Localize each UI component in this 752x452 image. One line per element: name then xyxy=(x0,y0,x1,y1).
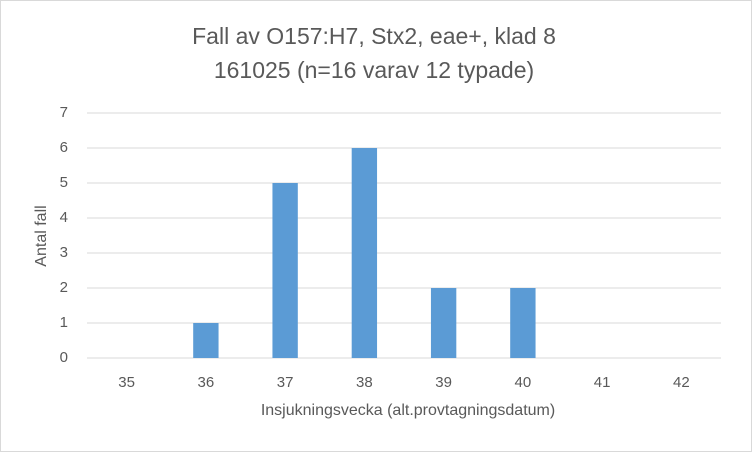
x-tick-label: 36 xyxy=(198,374,215,391)
x-tick-label: 35 xyxy=(118,374,135,391)
x-tick-label: 42 xyxy=(673,374,690,391)
y-tick-label: 4 xyxy=(60,209,68,226)
x-tick-label: 40 xyxy=(515,374,532,391)
x-tick-label: 37 xyxy=(277,374,294,391)
bar xyxy=(510,288,536,358)
bar xyxy=(193,323,219,358)
x-tick-label: 41 xyxy=(594,374,611,391)
y-tick-label: 1 xyxy=(60,314,68,331)
bar xyxy=(272,183,298,358)
x-axis-title: Insjukningsvecka (alt.provtagningsdatum) xyxy=(261,402,555,419)
x-tick-label: 39 xyxy=(435,374,452,391)
y-tick-label: 7 xyxy=(60,104,68,121)
y-tick-label: 6 xyxy=(60,139,68,156)
chart-title: Fall av O157:H7, Stx2, eae+, klad 8 xyxy=(192,23,556,49)
y-tick-label: 5 xyxy=(60,174,68,191)
bar xyxy=(430,288,457,358)
chart-subtitle: 161025 (n=16 varav 12 typade) xyxy=(214,57,534,83)
y-tick-label: 2 xyxy=(60,279,68,296)
y-tick-label: 0 xyxy=(60,349,68,366)
x-tick-label: 38 xyxy=(356,374,373,391)
y-axis-title: Antal fall xyxy=(33,205,50,266)
y-tick-label: 3 xyxy=(60,244,68,261)
bar xyxy=(351,148,378,358)
